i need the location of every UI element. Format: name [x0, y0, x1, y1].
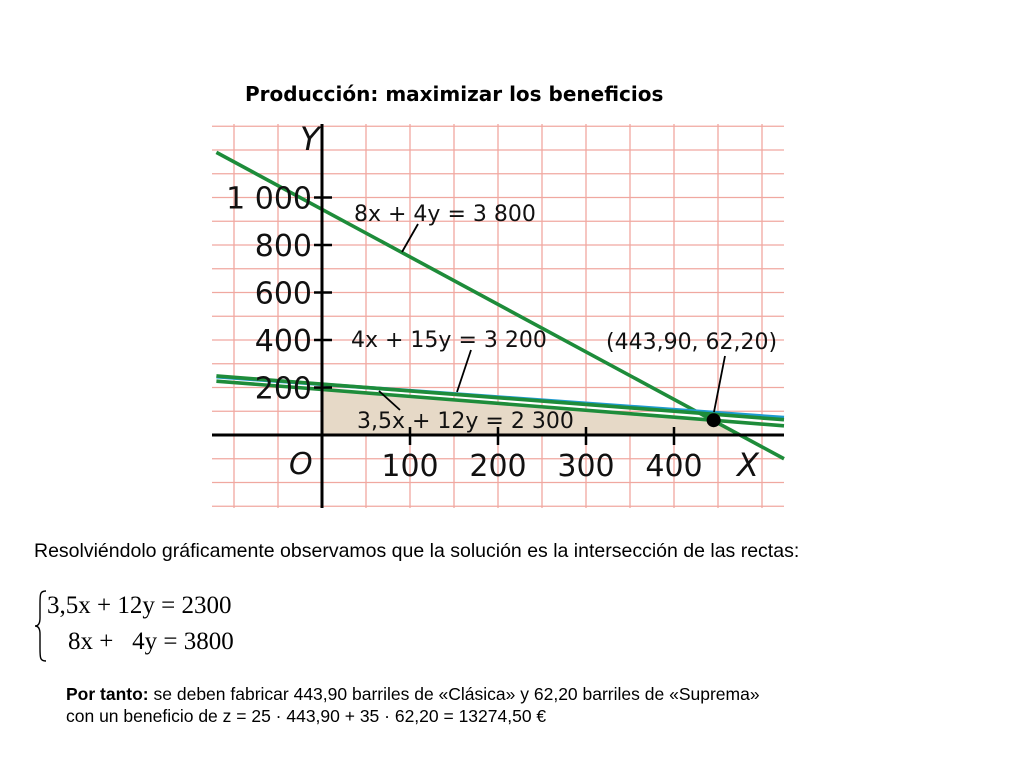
y-axis-label: Y — [300, 120, 322, 158]
constraint-line-4 — [216, 374, 785, 422]
y-tick-label: 200 — [255, 372, 312, 407]
leader-line — [713, 355, 726, 413]
y-tick-label: 1 000 — [226, 182, 312, 217]
constraint-lines — [215, 150, 785, 461]
x-tick-label: 100 — [381, 449, 438, 484]
chart-plot: 200 400 600 800 1 000 100 200 300 400 Y X O 8x + 4y… — [212, 120, 785, 508]
optimum-label: (443,90, 62,20) — [606, 330, 777, 355]
x-axis-label: X — [735, 446, 760, 484]
origin-label: O — [289, 447, 313, 482]
leader-line — [401, 223, 419, 253]
x-tick-label: 200 — [469, 449, 526, 484]
chart-labels: Y X O 8x + 4y = 3 800 4x + 15y = 3 200 3,5x +… — [289, 120, 777, 484]
chart-title: Producción: maximizar los beneficios — [245, 82, 664, 106]
feasible-region — [322, 389, 740, 435]
line-label-1: 8x + 4y = 3 800 — [354, 202, 536, 227]
conclusion-lead: Por tanto: — [66, 684, 149, 704]
description-text: Resolviéndolo gráficamente observamos qu… — [34, 540, 800, 562]
optimum-point — [706, 413, 721, 428]
line-label-3: 3,5x + 12y = 2 300 — [357, 409, 574, 434]
equation-system: 3,5x + 12y = 2300 8x + 4y = 3800 — [34, 588, 294, 664]
leader-line — [378, 390, 401, 411]
leader-line — [456, 349, 472, 393]
conclusion-line-1: se deben fabricar 443,90 barriles de «Cl… — [148, 684, 760, 704]
conclusion-text: Por tanto: se deben fabricar 443,90 barr… — [66, 683, 760, 727]
brace-icon — [34, 590, 47, 662]
constraint-line-3 — [216, 379, 785, 428]
line-label-2: 4x + 15y = 3 200 — [351, 328, 547, 353]
x-tick-label: 400 — [645, 449, 702, 484]
x-tick-label: 300 — [557, 449, 614, 484]
y-tick-label: 400 — [255, 324, 312, 359]
equation-1: 3,5x + 12y = 2300 — [47, 592, 232, 619]
equation-2: 8x + 4y = 3800 — [68, 628, 234, 655]
conclusion-line-2: con un beneficio de z = 25 · 443,90 + 35… — [66, 706, 547, 726]
y-tick-label: 600 — [255, 277, 312, 312]
constraint-line-1 — [215, 150, 785, 461]
chart-ticks: 200 400 600 800 1 000 100 200 300 400 — [226, 182, 703, 485]
y-tick-label: 800 — [255, 229, 312, 264]
